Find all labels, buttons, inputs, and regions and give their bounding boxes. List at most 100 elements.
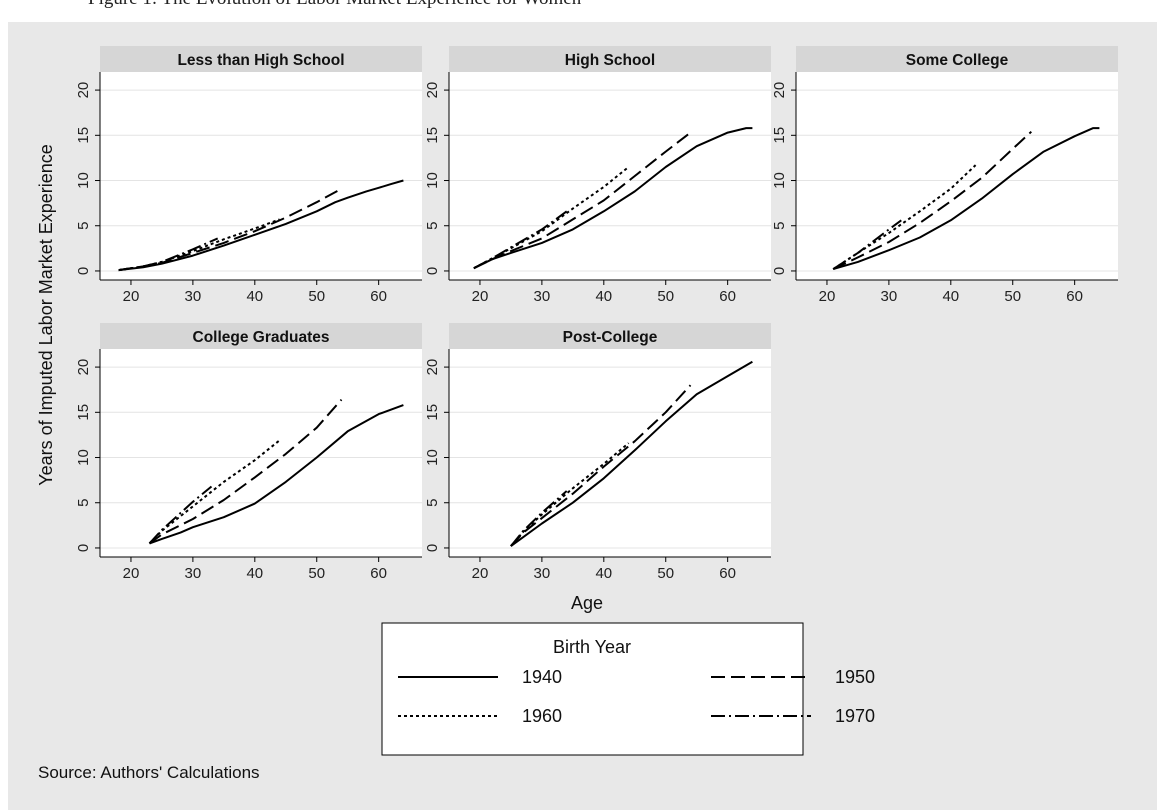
x-tick-label: 20 <box>123 565 140 582</box>
plot-area <box>100 349 422 557</box>
x-tick-label: 40 <box>246 288 263 305</box>
y-tick-label: 20 <box>424 82 441 99</box>
x-tick-label: 50 <box>308 565 325 582</box>
panel-title: Less than High School <box>177 52 344 69</box>
series-line-1940 <box>118 179 404 272</box>
y-tick-label: 5 <box>424 499 441 507</box>
y-tick-label: 0 <box>424 267 441 275</box>
x-tick-label: 50 <box>657 288 674 305</box>
panel-1: High School 0 5 10 15 20 20 30 40 50 60 <box>424 46 771 305</box>
series-line-1940 <box>149 404 404 545</box>
y-tick-label: 10 <box>424 449 441 466</box>
x-tick-label: 40 <box>246 565 263 582</box>
series-line-1970 <box>148 485 213 545</box>
plot-area <box>796 72 1118 280</box>
panel-strip <box>796 46 1118 72</box>
y-tick-label: 10 <box>75 172 92 189</box>
series-line-1970 <box>510 490 568 547</box>
series-line-1960 <box>148 439 281 545</box>
x-tick-label: 60 <box>719 288 736 305</box>
legend-label-1940: 1940 <box>522 667 562 687</box>
x-tick-label: 50 <box>308 288 325 305</box>
y-tick-label: 5 <box>771 222 788 230</box>
x-tick-label: 50 <box>1004 288 1021 305</box>
legend-entries: 1940 1950 1960 1970 <box>398 667 875 726</box>
y-tick-label: 10 <box>771 172 788 189</box>
series-line-1960 <box>473 166 630 270</box>
series-line-1940 <box>510 360 753 547</box>
x-tick-label: 30 <box>185 288 202 305</box>
y-tick-label: 20 <box>771 82 788 99</box>
y-tick-label: 15 <box>75 404 92 421</box>
series-line-1950 <box>473 131 692 270</box>
cut-figure-title: Figure 1: The Evolution of Labor Market … <box>0 0 1157 12</box>
y-axis-title: Years of Imputed Labor Market Experience <box>36 144 56 486</box>
panel-0: Less than High School 0 5 10 15 20 20 30 40 50 60 <box>75 46 422 305</box>
legend-label-1950: 1950 <box>835 667 875 687</box>
plot-area <box>449 349 771 557</box>
figure-title-text: Figure 1: The Evolution of Labor Market … <box>88 0 581 10</box>
x-tick-label: 30 <box>185 565 202 582</box>
y-tick-label: 5 <box>424 222 441 230</box>
panel-4: Post-College 0 5 10 15 20 20 30 40 50 60 <box>424 323 771 582</box>
y-tick-label: 5 <box>75 499 92 507</box>
y-tick-label: 20 <box>75 82 92 99</box>
y-tick-label: 10 <box>75 449 92 466</box>
y-tick-label: 15 <box>771 127 788 144</box>
y-tick-label: 10 <box>424 172 441 189</box>
y-tick-label: 15 <box>75 127 92 144</box>
x-tick-label: 60 <box>370 565 387 582</box>
y-tick-label: 0 <box>424 544 441 552</box>
x-tick-label: 30 <box>881 288 898 305</box>
panel-3: College Graduates 0 5 10 15 20 20 30 40 50 60 <box>75 323 422 582</box>
x-tick-label: 60 <box>370 288 387 305</box>
plot-area <box>449 72 771 280</box>
series-line-1950 <box>148 398 343 545</box>
series-line-1940 <box>832 127 1100 271</box>
y-tick-label: 0 <box>75 544 92 552</box>
x-tick-label: 30 <box>534 565 551 582</box>
panel-strip <box>100 323 422 349</box>
x-tick-label: 40 <box>595 565 612 582</box>
x-tick-label: 40 <box>942 288 959 305</box>
y-tick-label: 0 <box>771 267 788 275</box>
panel-strip <box>449 46 771 72</box>
legend-title: Birth Year <box>553 637 631 657</box>
x-tick-label: 30 <box>534 288 551 305</box>
series-line-1970 <box>473 210 568 270</box>
panel-2: Some College 0 5 10 15 20 20 30 40 50 60 <box>771 46 1118 305</box>
series-line-1940 <box>473 127 753 270</box>
x-tick-label: 20 <box>472 565 489 582</box>
legend-label-1970: 1970 <box>835 706 875 726</box>
panel-title: High School <box>565 52 655 69</box>
panel-title: Post-College <box>563 329 658 346</box>
panel-strip <box>449 323 771 349</box>
y-tick-label: 15 <box>424 127 441 144</box>
y-tick-label: 0 <box>75 267 92 275</box>
plot-area <box>100 72 422 280</box>
series-line-1970 <box>832 219 902 270</box>
x-tick-label: 60 <box>719 565 736 582</box>
y-tick-label: 20 <box>75 359 92 376</box>
x-tick-label: 60 <box>1066 288 1083 305</box>
legend-label-1960: 1960 <box>522 706 562 726</box>
panel-strip <box>100 46 422 72</box>
x-tick-label: 50 <box>657 565 674 582</box>
y-tick-label: 5 <box>75 222 92 230</box>
x-tick-label: 20 <box>123 288 140 305</box>
x-tick-label: 40 <box>595 288 612 305</box>
panel-title: Some College <box>906 52 1009 69</box>
legend: Birth Year 1940 1950 1960 1970 <box>381 622 875 756</box>
x-axis-title: Age <box>571 593 603 613</box>
legend-box <box>381 622 804 756</box>
series-line-1950 <box>510 384 692 547</box>
source-note: Source: Authors' Calculations <box>38 763 260 782</box>
y-tick-label: 20 <box>424 359 441 376</box>
series-line-1950 <box>832 130 1032 271</box>
panel-title: College Graduates <box>193 329 330 346</box>
x-tick-label: 20 <box>819 288 836 305</box>
y-tick-label: 15 <box>424 404 441 421</box>
x-tick-label: 20 <box>472 288 489 305</box>
